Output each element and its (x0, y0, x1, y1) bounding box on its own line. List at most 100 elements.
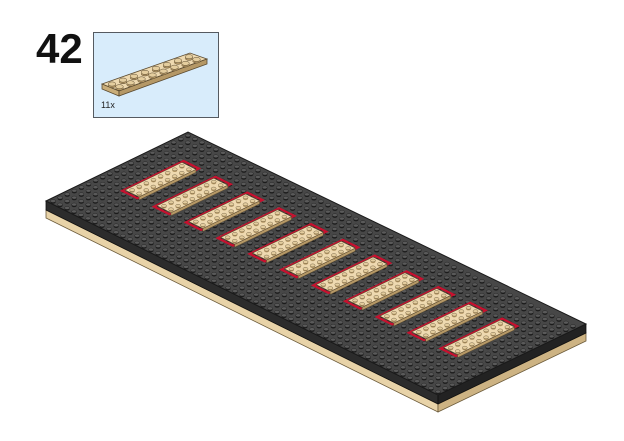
baseplate-stud (549, 313, 555, 319)
baseplate-stud (289, 254, 295, 260)
baseplate-stud (106, 213, 112, 218)
baseplate-stud (78, 206, 84, 211)
baseplate-stud (339, 209, 345, 215)
baseplate-stud (442, 379, 448, 384)
baseplate-stud (358, 317, 365, 322)
baseplate-stud (507, 306, 513, 312)
baseplate-stud (338, 265, 344, 270)
baseplate-stud (205, 164, 212, 170)
baseplate-stud (500, 296, 506, 301)
baseplate-stud (190, 261, 196, 267)
baseplate-stud (239, 279, 245, 284)
baseplate-stud (465, 279, 471, 284)
baseplate-stud (493, 293, 499, 298)
baseplate-stud (527, 338, 534, 343)
baseplate-stud (465, 286, 471, 291)
baseplate-stud (513, 331, 520, 336)
baseplate-stud (213, 154, 219, 159)
baseplate-stud (541, 338, 548, 343)
baseplate-stud (351, 313, 358, 319)
baseplate-stud (297, 203, 303, 208)
baseplate-stud (113, 230, 119, 235)
baseplate-stud (471, 296, 478, 301)
baseplate-stud (197, 258, 203, 263)
baseplate-stud (309, 320, 315, 325)
baseplate-stud (351, 306, 358, 312)
baseplate-stud (556, 331, 562, 336)
baseplate-stud (260, 268, 267, 274)
baseplate-stud (520, 320, 527, 326)
baseplate-stud (206, 144, 212, 149)
tan-plate-2x8 (438, 317, 520, 358)
baseplate-stud (323, 313, 330, 319)
baseplate-stud (470, 365, 477, 371)
baseplate-stud (316, 303, 323, 308)
baseplate-stud (156, 147, 163, 152)
baseplate-stud (443, 282, 450, 288)
baseplate-stud (499, 344, 505, 350)
baseplate-stud (506, 313, 513, 319)
baseplate-stud (183, 237, 190, 242)
tan-plate-2x8 (279, 238, 361, 280)
baseplate-stud (120, 233, 126, 239)
baseplate-stud (407, 355, 414, 360)
baseplate-stud (414, 358, 421, 364)
baseplate-stud (472, 289, 478, 295)
baseplate-stud (400, 331, 407, 336)
baseplate-stud (373, 275, 379, 281)
baseplate-stud (549, 320, 555, 326)
baseplate-stud (372, 337, 379, 343)
baseplate-stud (400, 344, 407, 350)
baseplate-stud (388, 234, 394, 239)
baseplate-stud (311, 196, 317, 201)
baseplate-stud (127, 237, 133, 242)
baseplate-stud (317, 268, 323, 274)
baseplate-stud (507, 293, 513, 298)
baseplate-stud (450, 334, 456, 339)
baseplate-stud (324, 272, 330, 277)
baseplate-stud (449, 362, 456, 367)
baseplate-stud (295, 279, 302, 284)
baseplate-stud (275, 261, 281, 267)
baseplate-stud (148, 240, 154, 246)
baseplate-stud (393, 327, 400, 332)
baseplate-stud (485, 310, 492, 315)
baseplate-stud (374, 227, 380, 232)
baseplate-stud (192, 137, 198, 142)
baseplate-stud (492, 341, 498, 346)
baseplate-stud (211, 251, 218, 256)
baseplate-stud (206, 157, 212, 163)
baseplate-stud (71, 209, 77, 215)
baseplate-stud (296, 251, 302, 256)
baseplate-stud (316, 296, 323, 301)
baseplate-stud (107, 171, 113, 177)
baseplate-stud (127, 202, 134, 208)
baseplate-stud (421, 355, 428, 360)
baseplate-stud (183, 230, 190, 235)
baseplate-stud (323, 334, 329, 339)
baseplate-stud (492, 306, 499, 312)
baseplate-stud (276, 185, 282, 191)
baseplate-stud (359, 248, 366, 253)
baseplate-stud (358, 310, 365, 315)
baseplate-stud (225, 279, 231, 284)
baseplate-stud (345, 261, 351, 267)
baseplate-stud (372, 324, 379, 329)
baseplate-stud (220, 157, 226, 163)
baseplate-stud (246, 268, 253, 274)
baseplate-stud (414, 372, 420, 377)
baseplate-stud (435, 362, 442, 367)
baseplate-stud (435, 382, 441, 388)
baseplate-stud (430, 268, 436, 274)
baseplate-stud (310, 216, 317, 222)
baseplate-stud (302, 296, 309, 301)
baseplate-stud (169, 244, 175, 249)
baseplate-stud (127, 223, 133, 228)
baseplate-stud (400, 372, 406, 377)
baseplate-stud (316, 330, 322, 336)
baseplate-stud (372, 317, 379, 322)
baseplate-stud (219, 171, 226, 177)
baseplate-stud (185, 133, 191, 139)
baseplate-stud (471, 358, 477, 364)
baseplate-stud (274, 289, 281, 294)
